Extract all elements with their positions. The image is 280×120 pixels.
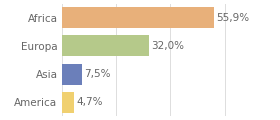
Bar — [62, 7, 214, 28]
Bar — [62, 92, 74, 113]
Text: 32,0%: 32,0% — [151, 41, 184, 51]
Bar — [62, 63, 82, 85]
Text: 4,7%: 4,7% — [76, 97, 103, 107]
Text: 7,5%: 7,5% — [84, 69, 111, 79]
Bar — [62, 35, 149, 57]
Text: 55,9%: 55,9% — [216, 13, 249, 23]
